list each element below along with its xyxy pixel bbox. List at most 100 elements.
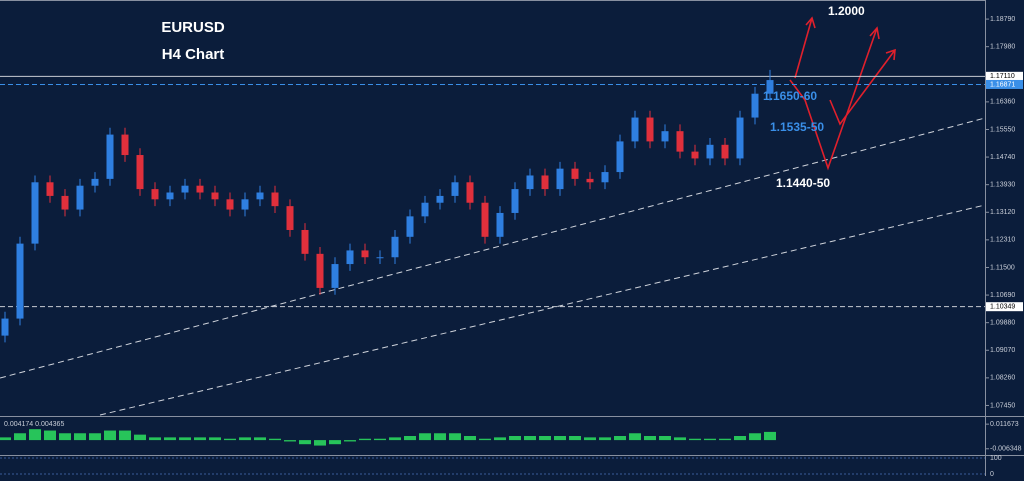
indicator-bar [329, 440, 341, 445]
indicator-bar [764, 431, 776, 441]
y-tick-label: 1.17980 [990, 44, 1015, 51]
indicator-bar [689, 438, 701, 441]
candle-body [721, 144, 729, 159]
indicator-bar [89, 433, 101, 441]
candle-body [196, 185, 204, 193]
indicator-bar [194, 437, 206, 441]
indicator-bar [539, 436, 551, 441]
candle-body [16, 243, 24, 319]
y-tick-label: -0.006348 [990, 446, 1022, 453]
indicator-bar [224, 438, 236, 441]
y-tick-label: 1.13120 [990, 209, 1015, 216]
indicator-bar [509, 436, 521, 441]
indicator-bar [149, 437, 161, 441]
candle-body [511, 189, 519, 213]
indicator-bar [74, 433, 86, 441]
annotation: 1.1535-50 [770, 120, 824, 134]
indicator-bar [719, 438, 731, 441]
arrow [829, 49, 896, 126]
candle-body [166, 192, 174, 200]
candle-body [436, 195, 444, 203]
candle-body [256, 192, 264, 200]
annotation: 1.1650-60 [763, 89, 817, 103]
indicator-bar [164, 437, 176, 441]
y-tick-label: 0 [990, 471, 994, 476]
indicator-bar [59, 433, 71, 441]
candle-body [481, 202, 489, 237]
indicator-bar [524, 436, 536, 441]
price-label-box [986, 79, 1023, 89]
candle-body [151, 189, 159, 200]
candle-body [751, 93, 759, 118]
indicator-bar [344, 440, 356, 442]
indicator-bar [464, 436, 476, 441]
trend-line [99, 204, 986, 416]
candle-body [316, 253, 324, 288]
candle-body [616, 141, 624, 173]
indicator-bar [29, 429, 41, 441]
candle-body [766, 80, 774, 94]
indicator-bar [359, 438, 371, 441]
candle-body [601, 172, 609, 183]
indicator-bar [629, 433, 641, 441]
y-tick-label: 1.08260 [990, 375, 1015, 382]
indicator-bar [14, 433, 26, 441]
candle-body [676, 131, 684, 152]
y-tick-label: 1.14740 [990, 154, 1015, 161]
indicator-bar [434, 433, 446, 441]
indicator-bar [209, 437, 221, 441]
plot: 1.18790 1.17980 1.16360 1.15550 1.14740 1.139… [0, 16, 1023, 478]
candle-body [301, 229, 309, 254]
arrow [789, 27, 878, 171]
candle-body [361, 250, 369, 258]
candle-body [661, 131, 669, 142]
candle-body [271, 192, 279, 207]
annotation: 1.2000 [828, 4, 865, 18]
indicator-bar [0, 437, 11, 441]
indicator-bar [104, 430, 116, 441]
indicator-title: 0.004174 0.004365 [4, 421, 64, 428]
candle-body [376, 257, 384, 259]
y-tick-label: 1.16360 [990, 99, 1015, 106]
indicator-bar [704, 438, 716, 441]
candle-body [406, 216, 414, 237]
candle-body [451, 182, 459, 196]
candle-body [691, 151, 699, 159]
indicator-bar [254, 437, 266, 441]
y-tick-label: 1.13930 [990, 182, 1015, 189]
candle-body [421, 202, 429, 217]
indicator-bar [449, 433, 461, 441]
candle-body [121, 134, 129, 156]
indicator-bar [269, 438, 281, 441]
indicator-bar [239, 437, 251, 441]
candle-body [106, 134, 114, 179]
indicator-bar [374, 438, 386, 441]
y-tick-label: 1.09070 [990, 347, 1015, 354]
indicator-bar [584, 437, 596, 441]
candle-body [736, 117, 744, 159]
y-tick-label: 1.15550 [990, 126, 1015, 133]
candle-body [631, 117, 639, 142]
indicator-bar [749, 433, 761, 441]
candle-body [61, 195, 69, 210]
price-label: 1.17110 [990, 73, 1015, 80]
candle-body [136, 155, 144, 190]
indicator-bar [659, 436, 671, 441]
candle-body [706, 144, 714, 159]
candle-body [286, 206, 294, 230]
y-tick-label: 1.09880 [990, 320, 1015, 327]
y-tick-label: 1.18790 [990, 16, 1015, 23]
candle-body [391, 236, 399, 258]
indicator-bar [314, 440, 326, 446]
price-label-box [986, 302, 1023, 312]
indicator-bar [569, 436, 581, 441]
arrowhead [805, 16, 816, 29]
candle-body [526, 175, 534, 190]
indicator-bar [419, 433, 431, 441]
candle-body [76, 185, 84, 210]
candle-body [91, 178, 99, 186]
indicator-bar [134, 434, 146, 441]
y-tick-label: 1.11500 [990, 264, 1015, 271]
